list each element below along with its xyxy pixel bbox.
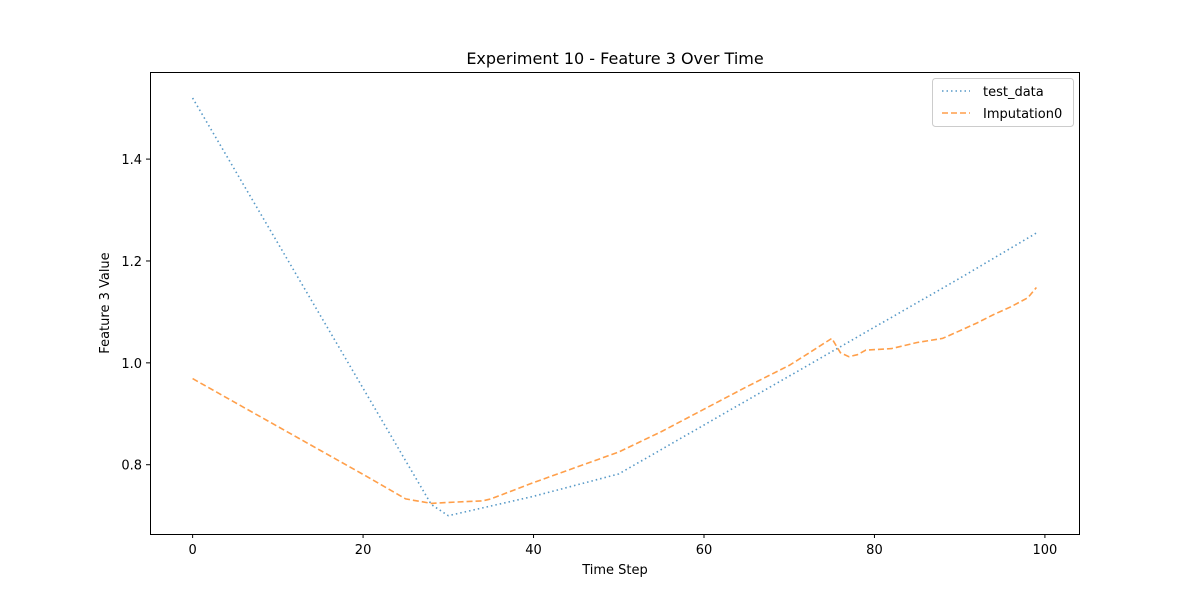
y-tick-label: 1.2 [121,255,142,270]
y-axis: 0.8 1.0 1.2 1.4 [121,153,150,474]
x-axis-label: Time Step [581,563,648,578]
x-tick-label: 20 [355,543,372,558]
legend-box [932,78,1074,127]
series-line-imputation0 [192,286,1038,505]
series-group [191,97,1038,517]
x-tick-label: 80 [866,543,883,558]
legend: test_data Imputation0 [932,78,1074,127]
chart-title: Experiment 10 - Feature 3 Over Time [466,49,763,68]
y-tick-label: 1.4 [121,153,142,168]
legend-label: test_data [983,85,1044,100]
y-tick-label: 0.8 [121,459,142,474]
legend-label: Imputation0 [983,107,1062,122]
x-tick-label: 0 [188,543,196,558]
x-tick-label: 40 [525,543,542,558]
y-tick-label: 1.0 [121,357,142,372]
x-tick-label: 60 [696,543,713,558]
plot-frame [150,72,1080,535]
y-axis-label: Feature 3 Value [98,252,113,353]
x-tick-label: 100 [1032,543,1057,558]
